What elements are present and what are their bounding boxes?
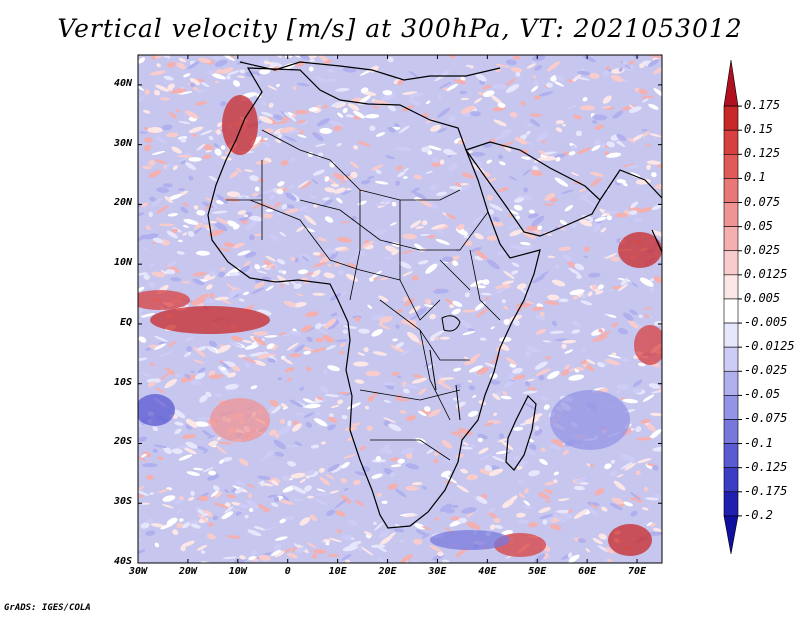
lon-label: 50E: [528, 566, 547, 577]
lat-label: EQ: [119, 316, 132, 328]
colorbar-label: 0.0125: [744, 266, 788, 281]
colorbar-swatch: [723, 467, 739, 493]
axis-ticks: [137, 55, 662, 564]
lat-label: 30S: [113, 496, 132, 508]
lake-malawi: [455, 384, 461, 421]
colorbar-swatch: [723, 226, 739, 252]
colorbar-swatch: [723, 59, 739, 107]
lake-tanganyika: [429, 349, 437, 391]
colorbar-swatch: [723, 250, 739, 276]
colorbar-label: -0.075: [744, 411, 788, 426]
colorbar-swatch: [723, 419, 739, 444]
colorbar-swatch: [723, 443, 739, 468]
lon-label: 60E: [578, 566, 597, 577]
colorbar-swatch: [723, 154, 739, 179]
arabia-coastline: [465, 141, 601, 237]
lat-label: 10S: [113, 376, 132, 388]
lat-label: 40N: [113, 77, 132, 89]
map-title: Vertical velocity [m/s] at 300hPa, VT: 2…: [57, 14, 743, 43]
colorbar-swatch: [723, 178, 739, 203]
colorbar: [723, 59, 742, 555]
colorbar-swatch: [723, 370, 739, 396]
asia-coastline: [599, 169, 662, 253]
colorbar-label: 0.175: [744, 98, 781, 113]
colorbar-label: -0.1: [744, 435, 773, 450]
colorbar-swatch: [723, 491, 739, 517]
country-borders: [226, 129, 501, 461]
colorbar-swatch: [723, 515, 739, 555]
lon-label: 0: [284, 566, 291, 577]
lat-label: 20N: [113, 197, 132, 209]
lat-label: 30N: [113, 137, 132, 149]
colorbar-label: 0.125: [744, 146, 781, 161]
lake-victoria: [441, 315, 461, 332]
colorbar-label: -0.05: [744, 387, 781, 402]
lat-label: 10N: [113, 257, 132, 269]
lat-label: 20S: [113, 436, 132, 448]
madagascar-coastline: [505, 394, 537, 471]
plot-area: [138, 55, 662, 563]
lon-label: 70E: [628, 566, 647, 577]
colorbar-label: 0.005: [744, 290, 781, 305]
lon-label: 30E: [428, 566, 447, 577]
colorbar-swatch: [723, 202, 739, 227]
colorbar-label: 0.075: [744, 194, 781, 209]
lon-label: 10W: [228, 566, 247, 577]
colorbar-label: -0.125: [744, 459, 788, 474]
lon-label: 40E: [478, 566, 497, 577]
colorbar-label: -0.025: [744, 363, 788, 378]
colorbar-label: 0.05: [744, 218, 773, 233]
colorbar-label: 0.025: [744, 242, 781, 257]
coastlines: [207, 61, 662, 529]
colorbar-swatch: [723, 322, 739, 348]
lon-label: 20W: [178, 566, 197, 577]
colorbar-label: -0.0125: [744, 339, 795, 354]
lon-label: 20E: [378, 566, 397, 577]
colorbar-swatch: [723, 129, 739, 155]
colorbar-label: 0.15: [744, 122, 773, 137]
colorbar-label: -0.175: [744, 483, 788, 498]
colorbar-swatch: [723, 105, 739, 131]
lon-label: 10E: [328, 566, 347, 577]
colorbar-swatch: [723, 298, 739, 324]
velocity-field: [138, 55, 662, 563]
colorbar-label: -0.005: [744, 315, 788, 330]
colorbar-label: 0.1: [744, 170, 766, 185]
colorbar-swatch: [723, 395, 739, 420]
colorbar-swatch: [723, 346, 739, 372]
colorbar-label: -0.2: [744, 507, 773, 522]
lon-label: 30W: [128, 566, 148, 577]
lat-label: 40S: [113, 556, 132, 567]
europe-coastline: [239, 61, 501, 81]
grads-credit: GrADS: IGES/COLA: [4, 603, 91, 613]
plot-frame: [137, 54, 663, 564]
colorbar-swatch: [723, 274, 739, 300]
